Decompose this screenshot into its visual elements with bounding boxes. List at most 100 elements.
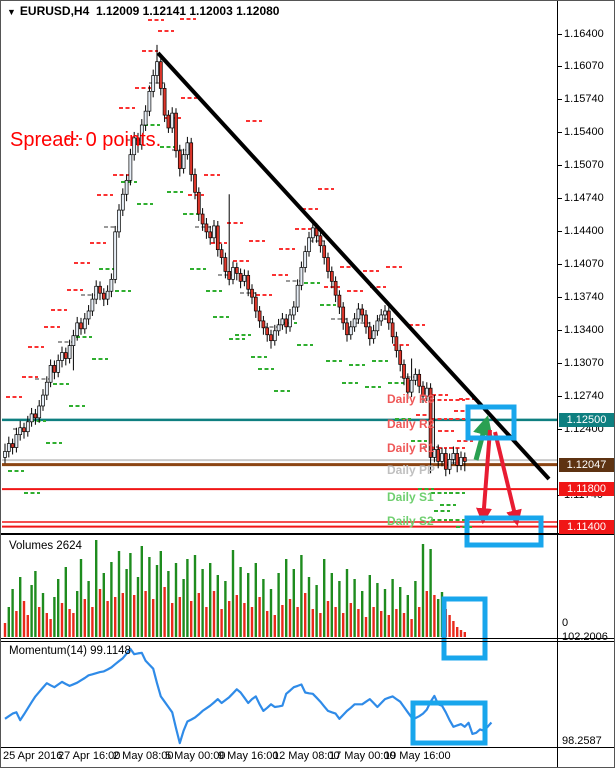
candle-body — [60, 352, 64, 361]
price-axis-label: 1.16070 — [564, 60, 604, 73]
pane-separator[interactable] — [1, 747, 614, 748]
volume-bar — [425, 591, 428, 637]
volume-bar — [125, 569, 128, 637]
price-axis-label: 1.12740 — [564, 389, 604, 402]
candle-body — [436, 449, 441, 462]
candle-body — [364, 314, 368, 328]
volume-bar — [216, 575, 219, 637]
volume-bar — [254, 563, 257, 637]
volume-bar — [209, 563, 212, 637]
volume-bar — [76, 591, 79, 637]
candle-body — [459, 457, 463, 466]
spread-label: Spread: 0 points. — [10, 129, 162, 151]
trendline[interactable] — [156, 51, 551, 481]
pane-separator[interactable] — [1, 641, 614, 642]
candle-body — [455, 453, 460, 466]
volume-bar — [72, 613, 75, 637]
momentum-line — [4, 647, 493, 745]
candle-body — [383, 310, 387, 316]
price-axis-tick — [558, 66, 562, 68]
candle-body — [272, 330, 277, 342]
volume-bar — [133, 595, 136, 637]
highlight-box[interactable] — [441, 596, 488, 661]
volume-bar — [353, 579, 356, 637]
volume-bar — [395, 609, 398, 637]
volume-bar — [129, 553, 132, 637]
time-axis-label: 25 Apr 2016 — [3, 750, 63, 762]
candle-body — [231, 267, 235, 280]
volume-bar — [41, 593, 45, 637]
candle-body — [52, 365, 57, 373]
volume-bar — [338, 581, 341, 637]
candle-body — [82, 318, 87, 330]
volume-bar — [235, 595, 238, 637]
candle-body — [326, 257, 330, 272]
volume-bar — [178, 597, 181, 637]
candle-body — [356, 308, 361, 320]
volume-bar — [383, 589, 387, 637]
candle-body — [421, 385, 425, 397]
candle-body — [253, 296, 258, 312]
volume-bar — [433, 595, 436, 637]
candle-body — [310, 227, 315, 239]
candle-body — [120, 193, 125, 211]
candle-body — [181, 154, 186, 169]
highlight-box[interactable] — [465, 404, 517, 441]
volume-bar — [368, 575, 371, 637]
pivot-level-label: Daily PP — [387, 463, 436, 477]
pane-separator[interactable] — [1, 533, 614, 535]
volume-bar — [45, 613, 48, 637]
candle-body — [90, 298, 95, 312]
candle-body — [402, 364, 406, 379]
candle-body — [109, 278, 114, 292]
candle-body — [352, 318, 357, 328]
volume-bar — [300, 555, 303, 637]
price-axis-tick — [558, 33, 562, 35]
candle-body — [147, 91, 152, 112]
sell-arrow[interactable] — [493, 431, 522, 527]
price-axis-tick — [558, 264, 562, 265]
volume-bar — [285, 559, 288, 637]
chevron-down-icon[interactable]: ▼ — [7, 7, 16, 17]
volume-bar — [224, 581, 227, 637]
sell-arrow[interactable] — [476, 429, 492, 525]
candle-body — [295, 284, 300, 308]
candle-body — [360, 308, 365, 316]
pivot-level-label: Daily R3 — [387, 392, 435, 406]
volume-bar — [155, 565, 159, 637]
candle-body — [98, 285, 102, 294]
candle-body — [432, 449, 437, 458]
candle-body — [345, 322, 349, 336]
price-badge: 1.12047 — [559, 457, 614, 472]
candle-body — [291, 306, 296, 316]
volume-bar — [22, 601, 26, 637]
volume-bar — [79, 559, 83, 637]
candle-body — [166, 114, 171, 129]
candle-body — [33, 413, 38, 419]
candle-body — [322, 245, 327, 258]
candle-body — [67, 345, 72, 359]
volume-bar — [304, 593, 307, 637]
volume-bar — [228, 601, 231, 637]
volume-bar — [421, 544, 425, 637]
pane-separator[interactable] — [1, 638, 614, 639]
candle-body — [212, 225, 216, 239]
price-axis-tick — [558, 98, 562, 100]
volume-bar — [3, 623, 7, 637]
highlight-box[interactable] — [464, 515, 544, 548]
chart-ohlc-values: 1.12009 1.12141 1.12003 1.12080 — [95, 4, 280, 18]
volume-bar — [197, 593, 200, 637]
volume-bar — [110, 562, 113, 637]
volume-bar — [53, 597, 56, 637]
highlight-box[interactable] — [410, 700, 488, 746]
volume-bar — [212, 591, 216, 637]
volume-bar — [26, 615, 29, 637]
volume-bar — [250, 607, 254, 637]
price-axis-label: 1.15400 — [564, 126, 604, 139]
volume-bar — [19, 577, 22, 637]
volume-bar — [38, 607, 41, 637]
volume-bar — [262, 579, 265, 637]
volume-bar — [380, 611, 383, 637]
volume-bar — [376, 583, 379, 637]
